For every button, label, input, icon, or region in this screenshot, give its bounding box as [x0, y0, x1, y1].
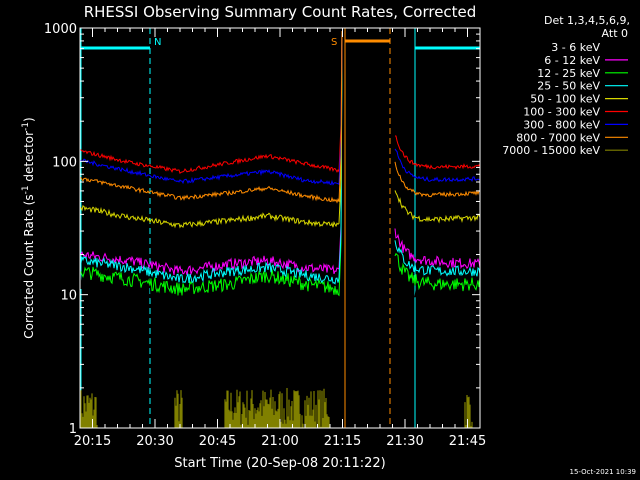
series-100-300-keV [79, 30, 481, 175]
x-tick-label-1: 20:30 [136, 434, 173, 449]
series-300-800-keV [79, 30, 481, 186]
y-axis-label-mid: detector [22, 131, 36, 186]
legend-label-7: 800 - 7000 keV [516, 131, 600, 144]
x-tick-label-2: 20:45 [199, 434, 236, 449]
timestamp: 15-Oct-2021 10:39 [570, 468, 636, 476]
x-tick-label-3: 21:00 [261, 434, 298, 449]
x-tick-label-4: 21:15 [324, 434, 361, 449]
series-800-7000-keV [79, 30, 481, 204]
legend-label-4: 50 - 100 keV [530, 93, 600, 106]
x-axis-label: Start Time (20-Sep-08 20:11:22) [174, 456, 385, 471]
x-tick-label-6: 21:45 [449, 434, 486, 449]
x-axis: 20:15 20:30 20:45 21:00 21:15 21:30 21:45 [74, 28, 486, 449]
series-50-100-keV [79, 30, 481, 229]
legend-header-2: Att 0 [602, 27, 628, 40]
y-axis-label-main: Corrected Count Rate (s [22, 194, 36, 338]
bg-segment-0 [80, 390, 98, 428]
legend-label-3: 25 - 50 keV [537, 80, 600, 93]
legend-label-5: 100 - 300 keV [523, 106, 600, 119]
annotation-label-2: S [331, 37, 337, 48]
series-25-50-keV [79, 30, 481, 285]
y-tick-label-0: 1 [69, 422, 77, 437]
y-axis-label-end: ) [22, 117, 36, 122]
series-12-25-keV [79, 30, 481, 297]
x-tick-label-5: 21:30 [386, 434, 423, 449]
y-tick-label-2: 100 [52, 155, 77, 170]
chart-title: RHESSI Observing Summary Count Rates, Co… [84, 3, 477, 21]
y-axis: 1 10 100 1000 [44, 22, 480, 437]
y-tick-label-3: 1000 [44, 22, 77, 37]
x-tick-label-0: 20:15 [74, 434, 111, 449]
annotation-label-0: N [154, 37, 161, 48]
legend-header-1: Det 1,3,4,5,6,9, [544, 14, 630, 27]
legend-label-2: 12 - 25 keV [537, 67, 600, 80]
legend-label-8: 7000 - 15000 keV [502, 144, 600, 157]
legend-label-0: 3 - 6 keV [551, 41, 600, 54]
bg-segment-2 [224, 388, 330, 428]
y-axis-label-sup2: -1 [21, 122, 31, 131]
bg-segment-3 [464, 395, 473, 428]
legend-label-1: 6 - 12 keV [544, 54, 600, 67]
y-axis-label-sup: -1 [21, 185, 31, 194]
y-tick-label-1: 10 [60, 289, 77, 304]
legend-label-6: 300 - 800 keV [523, 118, 600, 131]
bg-segment-1 [174, 390, 183, 428]
y-axis-label: Corrected Count Rate (s-1 detector-1) [21, 117, 36, 338]
